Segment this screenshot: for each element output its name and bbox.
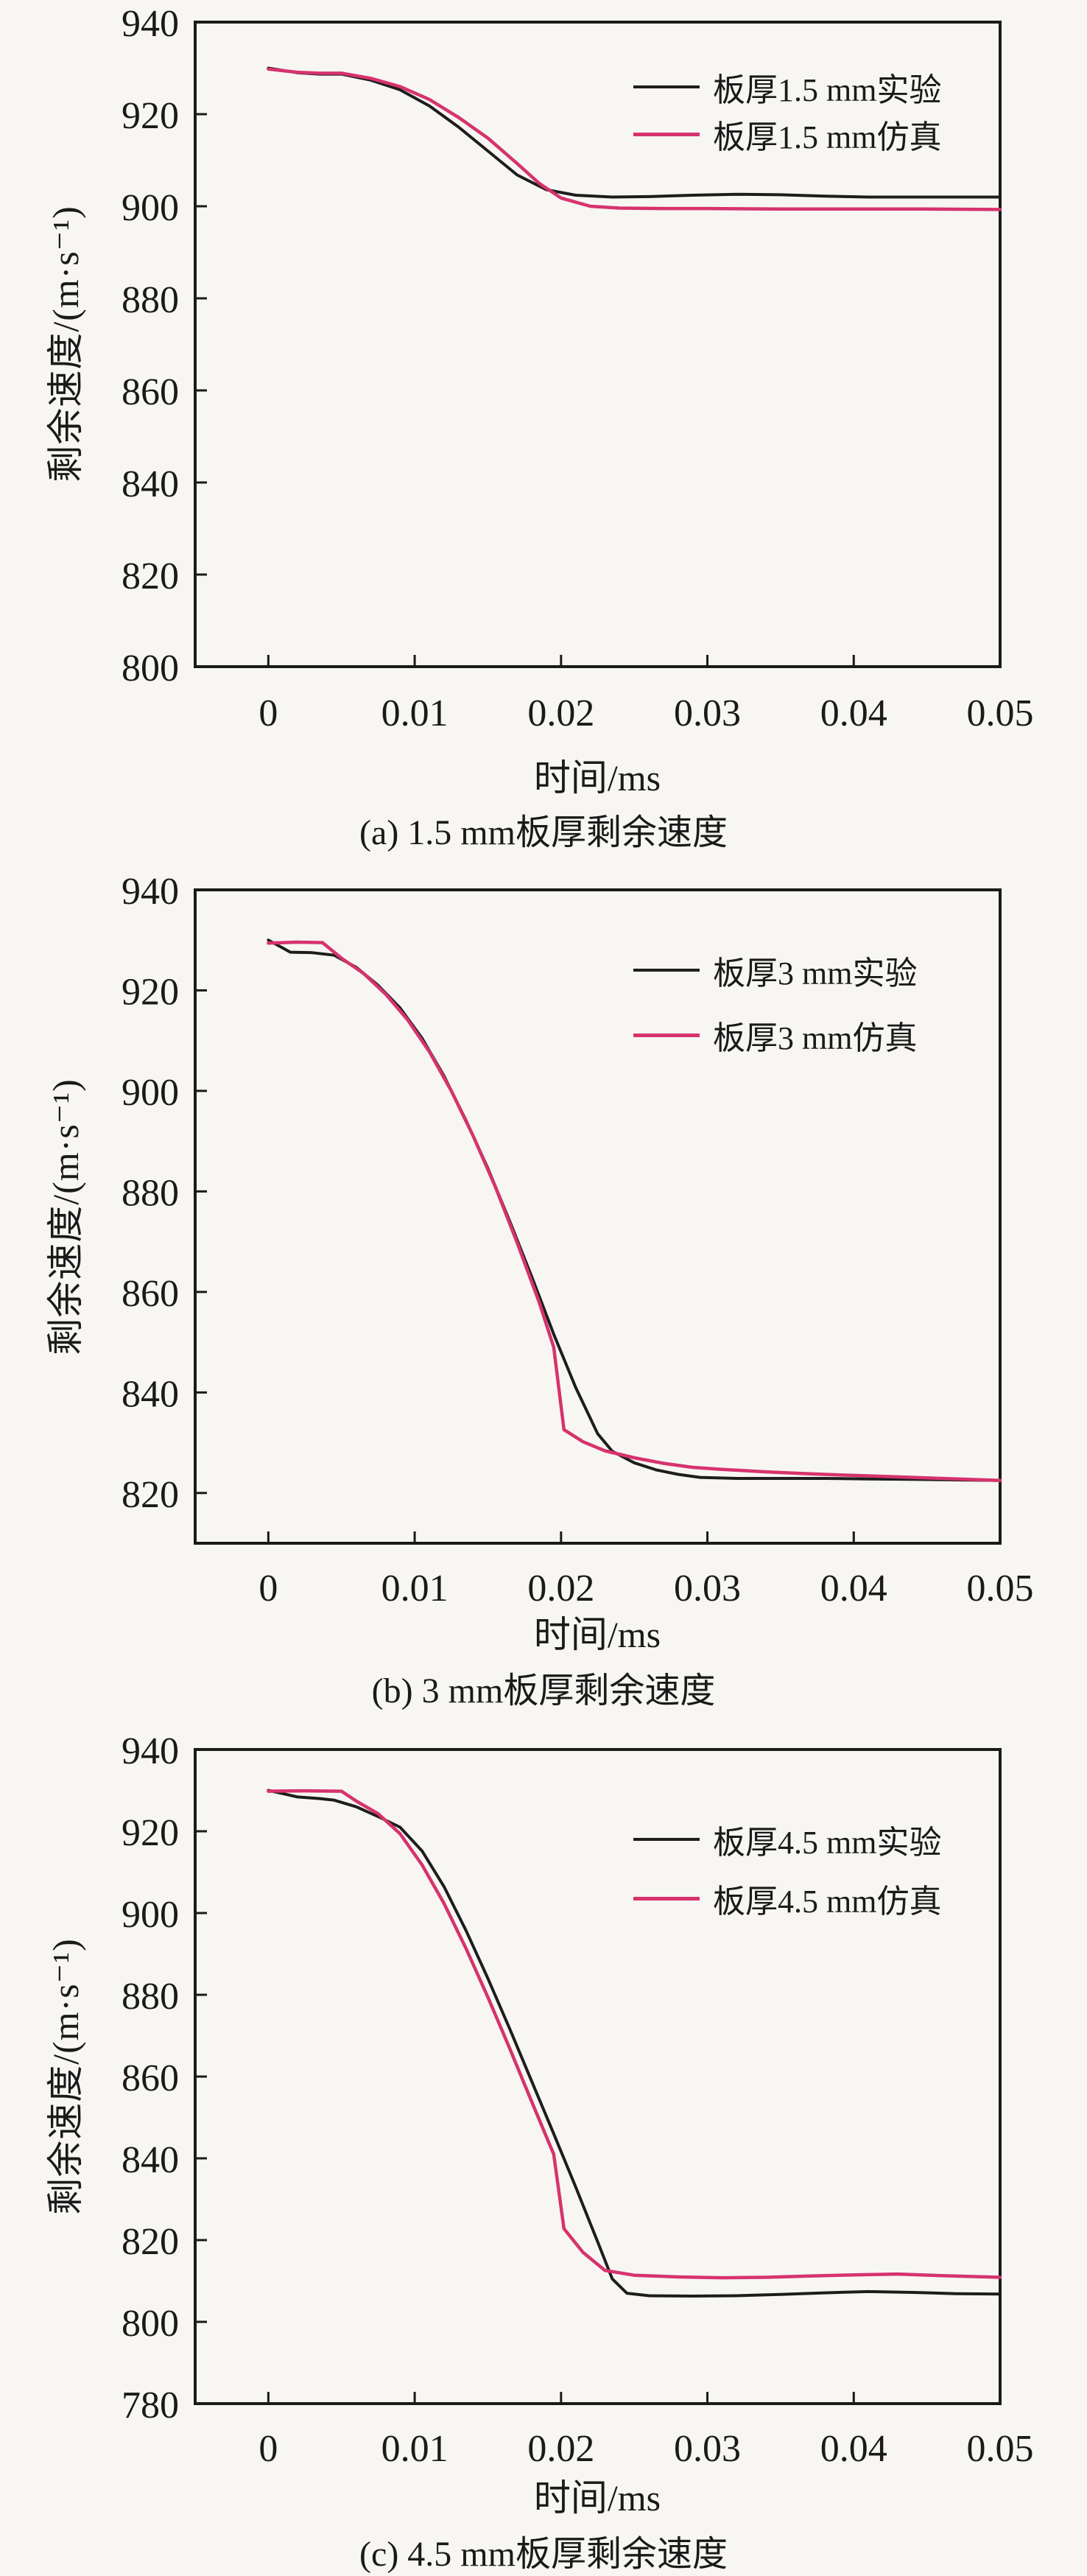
x-tick-label: 0.04 (820, 1568, 887, 1610)
x-tick-label: 0.03 (674, 1568, 741, 1610)
chart-c-x-axis-title: 时间/ms (533, 2477, 661, 2519)
y-tick-label: 920 (122, 95, 179, 137)
simulation-line (267, 67, 1002, 211)
y-tick-label: 880 (122, 1976, 179, 2018)
legend-label-experiment: 板厚3 mm实验 (713, 955, 918, 992)
x-tick-label: 0.05 (967, 2428, 1034, 2470)
y-tick-label: 920 (122, 1812, 179, 1854)
experiment-line (267, 1789, 1002, 2298)
y-tick-label: 820 (122, 1474, 179, 1516)
y-tick-label: 820 (122, 555, 179, 597)
legend-item-experiment: 板厚4.5 mm实验 (633, 1821, 941, 1861)
x-tick-label: 0.04 (820, 692, 887, 734)
experiment-line-sample (633, 85, 700, 88)
y-tick-label: 840 (122, 463, 179, 505)
legend-item-experiment: 板厚1.5 mm实验 (633, 69, 941, 108)
plot-border (194, 21, 1002, 668)
y-tick-label: 840 (122, 1373, 179, 1415)
chart-b-x-axis-title: 时间/ms (533, 1614, 661, 1655)
x-tick-label: 0.05 (967, 1568, 1034, 1610)
y-tick-label: 900 (122, 187, 179, 229)
y-tick-label: 940 (122, 1730, 179, 1772)
x-tick-label: 0.01 (381, 692, 448, 734)
y-tick-label: 880 (122, 1172, 179, 1214)
y-tick-label: 940 (122, 871, 179, 913)
legend-label-experiment: 板厚1.5 mm实验 (713, 72, 942, 108)
x-tick-label: 0.03 (674, 692, 741, 734)
legend-item-simulation: 板厚3 mm仿真 (633, 1017, 917, 1056)
chart-c-y-axis-title: 剩余速度/(m·s⁻¹) (45, 1938, 86, 2215)
x-tick-label: 0.04 (820, 2428, 887, 2470)
x-tick-label: 0 (258, 1568, 278, 1610)
legend-label-simulation: 板厚3 mm仿真 (713, 1020, 918, 1056)
y-tick-label: 880 (122, 279, 179, 321)
chart-a-x-axis-title: 时间/ms (533, 757, 661, 799)
legend-item-simulation: 板厚4.5 mm仿真 (633, 1880, 941, 1920)
simulation-line-sample (633, 1896, 700, 1901)
x-tick-label: 0.03 (674, 2428, 741, 2470)
legend-item-simulation: 板厚1.5 mm仿真 (633, 116, 941, 155)
y-tick-label: 840 (122, 2139, 179, 2181)
y-tick-label: 940 (122, 3, 179, 45)
chart-b-plot: 820 840 860 880 900 920 940 0 0.01 0.02 0.03 0.04 0.… (122, 871, 1034, 1610)
x-tick-label: 0.02 (527, 1568, 594, 1610)
legend-item-experiment: 板厚3 mm实验 (633, 952, 917, 992)
chart-c-caption: (c) 4.5 mm板厚剩余速度 (359, 2535, 728, 2574)
experiment-line-sample (633, 1838, 700, 1841)
figure-c: 780 800 820 840 860 880 900 920 940 0 0.01 0.02 0.03… (0, 1713, 1087, 2575)
legend-label-simulation: 板厚4.5 mm仿真 (713, 1884, 942, 1920)
chart-c-plot: 780 800 820 840 860 880 900 920 940 0 0.01 0.02 0.03… (122, 1730, 1034, 2470)
y-tick-label: 780 (122, 2384, 179, 2426)
legend-label-experiment: 板厚4.5 mm实验 (713, 1825, 942, 1861)
chart-a-y-axis-title: 剩余速度/(m·s⁻¹) (45, 206, 86, 482)
x-tick-label: 0.02 (527, 2428, 594, 2470)
x-tick-label: 0.02 (527, 692, 594, 734)
y-tick-label: 900 (122, 1894, 179, 1936)
x-tick-label: 0 (258, 2428, 278, 2470)
y-tick-label: 860 (122, 371, 179, 413)
y-tick-label: 860 (122, 1273, 179, 1315)
experiment-line-sample (633, 969, 700, 972)
y-tick-label: 900 (122, 1072, 179, 1114)
simulation-line (267, 1789, 1002, 2280)
x-tick-label: 0.05 (967, 692, 1034, 734)
y-tick-label: 820 (122, 2221, 179, 2263)
chart-b-y-axis-title: 剩余速度/(m·s⁻¹) (45, 1078, 86, 1355)
chart-a-caption: (a) 1.5 mm板厚剩余速度 (359, 813, 728, 852)
simulation-line-sample (633, 132, 700, 136)
chart-a-plot: 800 820 840 860 880 900 920 940 0 0.01 0.02 0.03 0.0… (122, 3, 1034, 734)
y-tick-label: 920 (122, 971, 179, 1013)
x-tick-label: 0.01 (381, 1568, 448, 1610)
chart-b-caption: (b) 3 mm板厚剩余速度 (371, 1671, 716, 1710)
simulation-line (267, 940, 1002, 1482)
figure-a: 800 820 840 860 880 900 920 940 0 0.01 0.02 0.03 0.0… (0, 0, 1087, 858)
y-tick-label: 800 (122, 2303, 179, 2345)
x-tick-label: 0.01 (381, 2428, 448, 2470)
y-tick-label: 800 (122, 647, 179, 689)
plot-border (194, 888, 1002, 1545)
legend-label-simulation: 板厚1.5 mm仿真 (713, 119, 942, 155)
simulation-line-sample (633, 1033, 700, 1037)
x-tick-label: 0 (258, 692, 278, 734)
y-tick-label: 860 (122, 2057, 179, 2099)
figure-b: 820 840 860 880 900 920 940 0 0.01 0.02 0.03 0.04 0.… (0, 858, 1087, 1713)
